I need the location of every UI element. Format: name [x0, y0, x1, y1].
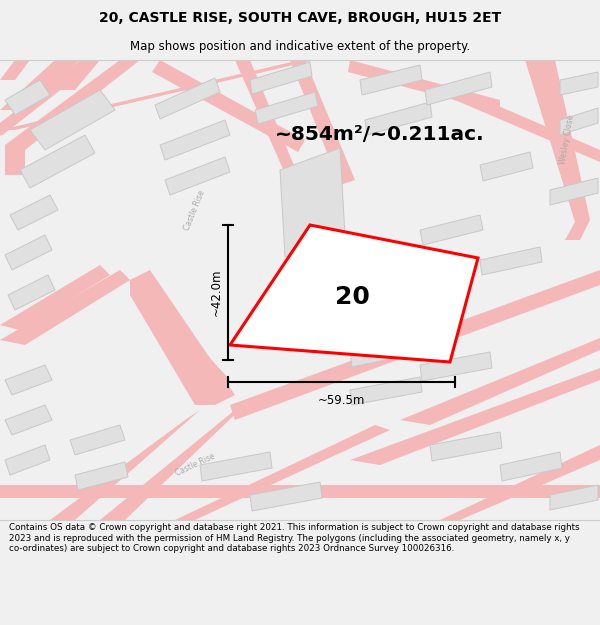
Text: 20: 20	[335, 286, 370, 309]
Polygon shape	[8, 275, 55, 310]
Polygon shape	[235, 60, 300, 185]
Polygon shape	[550, 178, 598, 205]
Polygon shape	[560, 72, 598, 95]
Polygon shape	[0, 60, 80, 110]
Polygon shape	[165, 157, 230, 195]
Text: Wesley Close: Wesley Close	[558, 114, 576, 166]
Text: Contains OS data © Crown copyright and database right 2021. This information is : Contains OS data © Crown copyright and d…	[9, 523, 580, 553]
Text: ~854m²/~0.211ac.: ~854m²/~0.211ac.	[275, 126, 485, 144]
Polygon shape	[5, 235, 52, 270]
Polygon shape	[500, 452, 562, 481]
Polygon shape	[230, 270, 600, 420]
Polygon shape	[425, 72, 492, 105]
Polygon shape	[255, 92, 318, 124]
Polygon shape	[155, 78, 220, 119]
Polygon shape	[160, 120, 230, 160]
Polygon shape	[5, 405, 52, 435]
Polygon shape	[130, 280, 220, 405]
Polygon shape	[360, 65, 422, 95]
Polygon shape	[430, 432, 502, 461]
Polygon shape	[175, 425, 390, 520]
Polygon shape	[440, 445, 600, 520]
Polygon shape	[5, 365, 52, 395]
Polygon shape	[480, 152, 533, 181]
Polygon shape	[350, 377, 422, 405]
Polygon shape	[20, 135, 95, 188]
Polygon shape	[550, 485, 598, 510]
Polygon shape	[350, 368, 600, 465]
Polygon shape	[5, 80, 50, 115]
Polygon shape	[560, 108, 598, 135]
Text: ~59.5m: ~59.5m	[318, 394, 365, 406]
Polygon shape	[0, 265, 110, 330]
Polygon shape	[280, 148, 345, 257]
Polygon shape	[10, 195, 58, 230]
Polygon shape	[250, 482, 322, 511]
Polygon shape	[420, 215, 483, 245]
Text: 20, CASTLE RISE, SOUTH CAVE, BROUGH, HU15 2ET: 20, CASTLE RISE, SOUTH CAVE, BROUGH, HU1…	[99, 11, 501, 25]
Text: ~42.0m: ~42.0m	[209, 269, 223, 316]
Polygon shape	[50, 410, 200, 520]
Polygon shape	[448, 85, 600, 162]
Polygon shape	[400, 338, 600, 425]
Polygon shape	[100, 400, 250, 520]
Polygon shape	[60, 60, 100, 90]
Polygon shape	[200, 452, 272, 481]
Polygon shape	[152, 60, 305, 152]
Text: Map shows position and indicative extent of the property.: Map shows position and indicative extent…	[130, 40, 470, 53]
Polygon shape	[0, 60, 30, 80]
Text: Castle Rise: Castle Rise	[174, 452, 216, 478]
Polygon shape	[70, 425, 125, 455]
Polygon shape	[5, 445, 50, 475]
Text: Castle Rise: Castle Rise	[183, 189, 207, 231]
Polygon shape	[230, 225, 478, 362]
Polygon shape	[0, 60, 315, 130]
Polygon shape	[348, 60, 500, 112]
Polygon shape	[480, 247, 542, 275]
Polygon shape	[30, 90, 115, 150]
Polygon shape	[5, 60, 140, 175]
Polygon shape	[250, 62, 312, 94]
Polygon shape	[75, 462, 128, 490]
Polygon shape	[350, 335, 423, 367]
Polygon shape	[365, 102, 432, 135]
Polygon shape	[0, 270, 130, 345]
Polygon shape	[420, 352, 492, 381]
Polygon shape	[290, 60, 355, 185]
Polygon shape	[130, 270, 235, 405]
Polygon shape	[130, 280, 230, 395]
Polygon shape	[525, 60, 590, 240]
Polygon shape	[0, 485, 600, 498]
